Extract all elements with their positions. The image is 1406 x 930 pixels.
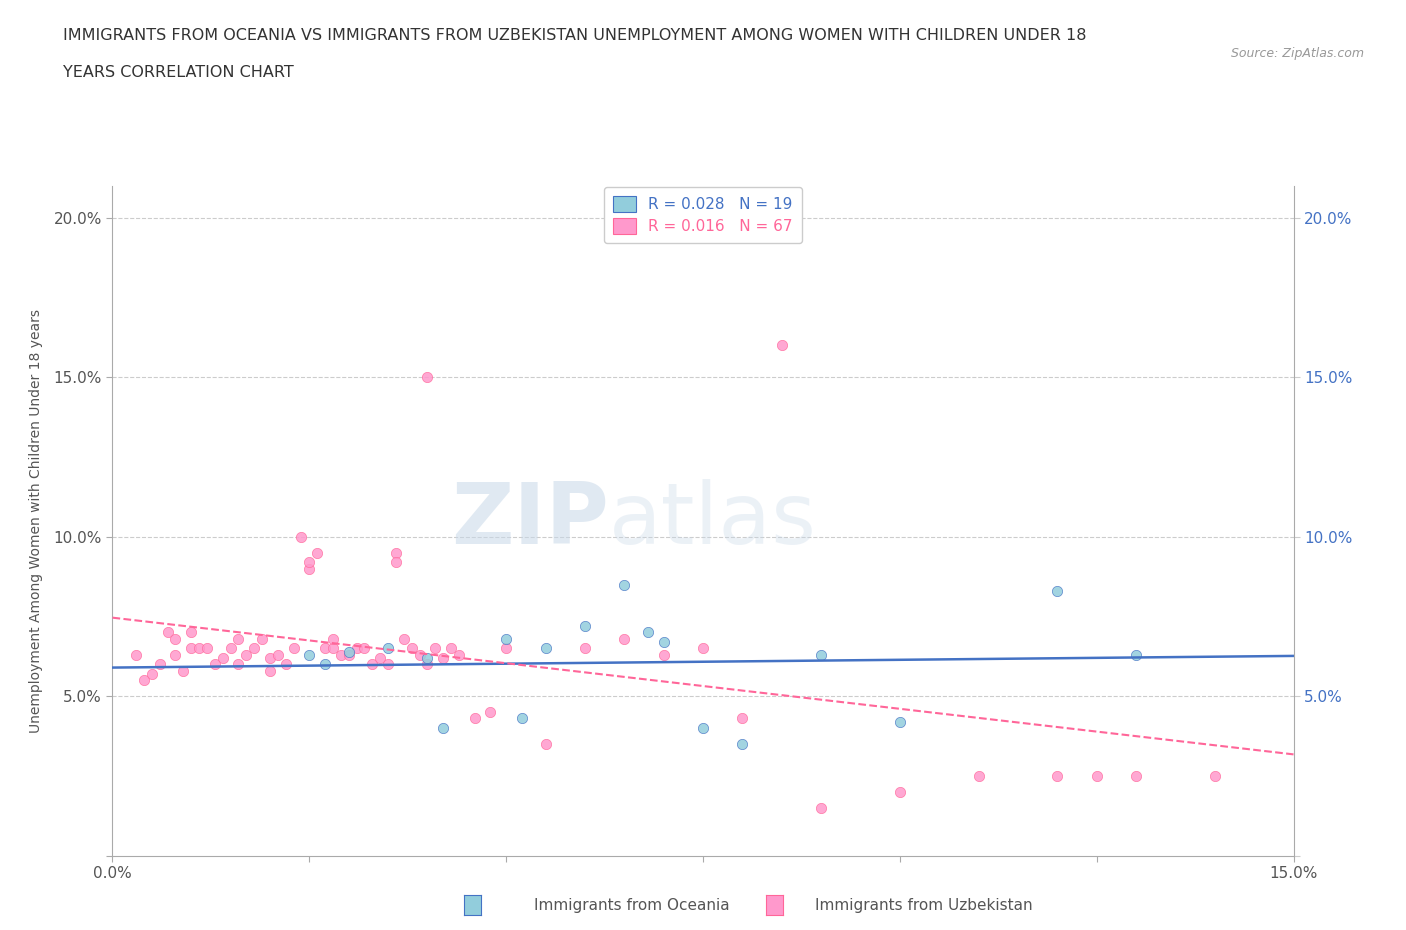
- Point: [574, 641, 596, 656]
- Legend: R = 0.028   N = 19, R = 0.016   N = 67: R = 0.028 N = 19, R = 0.016 N = 67: [605, 187, 801, 244]
- Point: [141, 667, 163, 682]
- Point: [1085, 768, 1108, 783]
- Point: [810, 801, 832, 816]
- Point: [274, 657, 297, 671]
- Point: [188, 641, 211, 656]
- Point: [440, 641, 463, 656]
- Text: IMMIGRANTS FROM OCEANIA VS IMMIGRANTS FROM UZBEKISTAN UNEMPLOYMENT AMONG WOMEN W: IMMIGRANTS FROM OCEANIA VS IMMIGRANTS FR…: [63, 28, 1087, 43]
- Point: [322, 631, 344, 646]
- Point: [228, 631, 250, 646]
- Text: ZIP: ZIP: [451, 479, 609, 563]
- Point: [346, 641, 368, 656]
- Text: Immigrants from Oceania: Immigrants from Oceania: [534, 898, 730, 913]
- Point: [1046, 583, 1069, 598]
- Point: [416, 657, 439, 671]
- Point: [613, 578, 636, 592]
- Point: [259, 650, 281, 665]
- Point: [416, 650, 439, 665]
- Text: YEARS CORRELATION CHART: YEARS CORRELATION CHART: [63, 65, 294, 80]
- Point: [353, 641, 375, 656]
- Point: [195, 641, 218, 656]
- Point: [298, 555, 321, 570]
- Point: [314, 657, 336, 671]
- Point: [1046, 768, 1069, 783]
- Point: [416, 370, 439, 385]
- Point: [810, 647, 832, 662]
- Point: [243, 641, 266, 656]
- Point: [361, 657, 384, 671]
- Point: [172, 663, 194, 678]
- Point: [1125, 768, 1147, 783]
- Point: [267, 647, 290, 662]
- Point: [652, 647, 675, 662]
- Y-axis label: Unemployment Among Women with Children Under 18 years: Unemployment Among Women with Children U…: [28, 309, 42, 733]
- Point: [204, 657, 226, 671]
- Point: [534, 641, 557, 656]
- Point: [408, 647, 430, 662]
- Point: [889, 714, 911, 729]
- Point: [180, 641, 202, 656]
- Point: [283, 641, 305, 656]
- Point: [425, 641, 447, 656]
- Point: [180, 625, 202, 640]
- Point: [534, 737, 557, 751]
- Point: [479, 705, 502, 720]
- Point: [637, 625, 659, 640]
- Point: [613, 631, 636, 646]
- Point: [731, 711, 754, 726]
- Text: atlas: atlas: [609, 479, 817, 563]
- Point: [432, 721, 454, 736]
- Point: [770, 338, 793, 352]
- Point: [574, 618, 596, 633]
- Point: [132, 672, 155, 687]
- Point: [652, 634, 675, 649]
- Point: [447, 647, 470, 662]
- Point: [889, 784, 911, 799]
- Point: [495, 641, 517, 656]
- Point: [165, 631, 187, 646]
- Point: [1125, 647, 1147, 662]
- Point: [377, 641, 399, 656]
- Point: [314, 641, 336, 656]
- Point: [165, 647, 187, 662]
- Point: [259, 663, 281, 678]
- Text: Immigrants from Uzbekistan: Immigrants from Uzbekistan: [815, 898, 1033, 913]
- Point: [322, 641, 344, 656]
- Point: [307, 545, 329, 560]
- Point: [156, 625, 179, 640]
- Point: [692, 721, 714, 736]
- Point: [432, 650, 454, 665]
- Point: [250, 631, 273, 646]
- Point: [235, 647, 257, 662]
- Point: [385, 545, 408, 560]
- Point: [368, 650, 391, 665]
- Point: [211, 650, 233, 665]
- Point: [464, 711, 486, 726]
- Point: [1204, 768, 1226, 783]
- Point: [125, 647, 148, 662]
- Point: [298, 647, 321, 662]
- Text: Source: ZipAtlas.com: Source: ZipAtlas.com: [1230, 46, 1364, 60]
- Point: [495, 631, 517, 646]
- Point: [692, 641, 714, 656]
- Point: [510, 711, 533, 726]
- Point: [401, 641, 423, 656]
- Point: [337, 647, 360, 662]
- Point: [377, 657, 399, 671]
- Point: [219, 641, 242, 656]
- Point: [228, 657, 250, 671]
- Point: [149, 657, 172, 671]
- Point: [392, 631, 415, 646]
- Point: [290, 529, 312, 544]
- Point: [385, 555, 408, 570]
- Point: [967, 768, 990, 783]
- Point: [731, 737, 754, 751]
- Point: [329, 647, 352, 662]
- Point: [298, 561, 321, 576]
- Point: [337, 644, 360, 659]
